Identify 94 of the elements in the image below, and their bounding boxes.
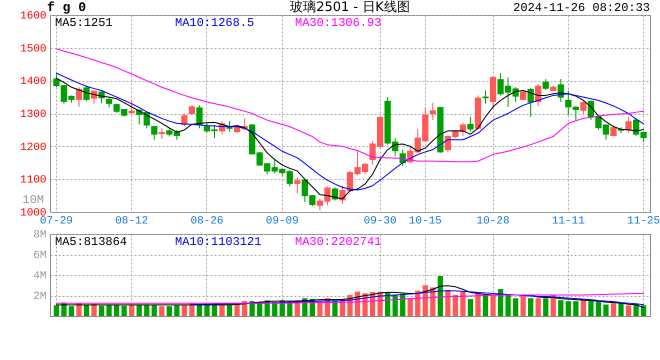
bar [603, 304, 609, 316]
x-tick-label: 11-11 [552, 216, 586, 228]
bar [536, 298, 541, 316]
text: MA30:1306.93 [295, 16, 382, 30]
chart-title: 玻璃2501 - 日K线图 [290, 0, 410, 15]
x-tick-label: 08-26 [190, 216, 224, 228]
y-tick-label: 1300 [20, 109, 46, 121]
candlestick [226, 120, 233, 132]
y-tick-label: 2M [33, 291, 46, 303]
bar [580, 300, 586, 316]
bar [610, 303, 616, 316]
y-tick-label: 8M [33, 230, 46, 242]
bar [482, 294, 488, 316]
y-tick-label: 6M [33, 250, 46, 262]
bar [626, 305, 632, 316]
bar [438, 276, 443, 316]
candlestick [430, 102, 436, 121]
bar [573, 301, 578, 316]
candlestick [76, 86, 82, 108]
candlestick [158, 128, 165, 140]
candlestick [128, 100, 135, 114]
bar [505, 294, 511, 316]
y-tick-label: 1600 [20, 10, 46, 22]
bar [452, 294, 458, 316]
candlestick [106, 97, 112, 108]
bar [528, 298, 534, 316]
bar [122, 306, 127, 316]
text: MA10:1103121 [175, 235, 262, 249]
bar [558, 300, 564, 316]
x-tick-label: 09-09 [266, 216, 299, 228]
bar [596, 302, 602, 316]
bar [408, 299, 413, 316]
bar [520, 294, 526, 316]
bar [174, 305, 180, 316]
x-tick-label: 08-12 [115, 216, 148, 228]
y-tick-label: 1500 [20, 43, 46, 56]
bar [460, 292, 466, 316]
candlestick [610, 125, 617, 137]
bar [588, 301, 594, 316]
candlestick [580, 100, 587, 115]
bar [68, 306, 74, 316]
bar [512, 298, 518, 316]
candlestick [181, 113, 188, 126]
bar [114, 304, 120, 316]
bar [159, 306, 164, 316]
bar [152, 305, 157, 316]
bar [129, 304, 134, 316]
line-series [191, 290, 644, 306]
bar [272, 302, 278, 316]
bar [257, 302, 262, 316]
text: MA30:2202741 [295, 235, 382, 249]
y-tick-label: 1200 [20, 142, 46, 154]
text: MA5:813864 [55, 235, 128, 249]
line-series [56, 48, 644, 162]
y-tick-label: 1400 [20, 76, 46, 88]
y-tick-label: 1100 [20, 174, 46, 187]
bar [136, 304, 142, 316]
bar [618, 303, 624, 316]
bar [182, 304, 188, 316]
bar [166, 306, 172, 316]
candlestick [151, 125, 158, 140]
text: 10M [22, 193, 44, 207]
x-tick-label: 10-15 [408, 216, 442, 228]
candlestick [542, 78, 549, 90]
bar [490, 294, 496, 316]
y-tick-label: 4M [33, 270, 46, 282]
bar [415, 290, 420, 316]
candlestick [467, 116, 474, 132]
candlestick [482, 90, 489, 104]
line-series [56, 292, 644, 304]
line-series [56, 285, 644, 308]
candlestick [294, 177, 300, 194]
bar [566, 301, 571, 316]
bar [144, 304, 150, 316]
x-tick-label: 09-30 [364, 216, 397, 228]
candlestick [490, 76, 496, 110]
text: 2024-11-26 08:20:33 [513, 1, 650, 15]
bar [98, 306, 104, 316]
x-tick-label: 11-25 [627, 216, 660, 228]
bar [226, 304, 232, 316]
bar [468, 299, 474, 316]
bar [54, 305, 60, 316]
text: MA10:1268.5 [175, 16, 254, 30]
x-tick-label: 10-28 [476, 216, 510, 228]
bar [400, 294, 406, 316]
text: MA5:1251 [55, 16, 113, 30]
bar [392, 294, 398, 316]
candlestick [625, 116, 632, 134]
bar [422, 285, 428, 316]
candlestick [528, 87, 534, 118]
candlestick [520, 90, 526, 101]
chart-subtitle: f g 0 [47, 0, 86, 15]
candlestick [188, 104, 196, 116]
bar [543, 298, 548, 316]
